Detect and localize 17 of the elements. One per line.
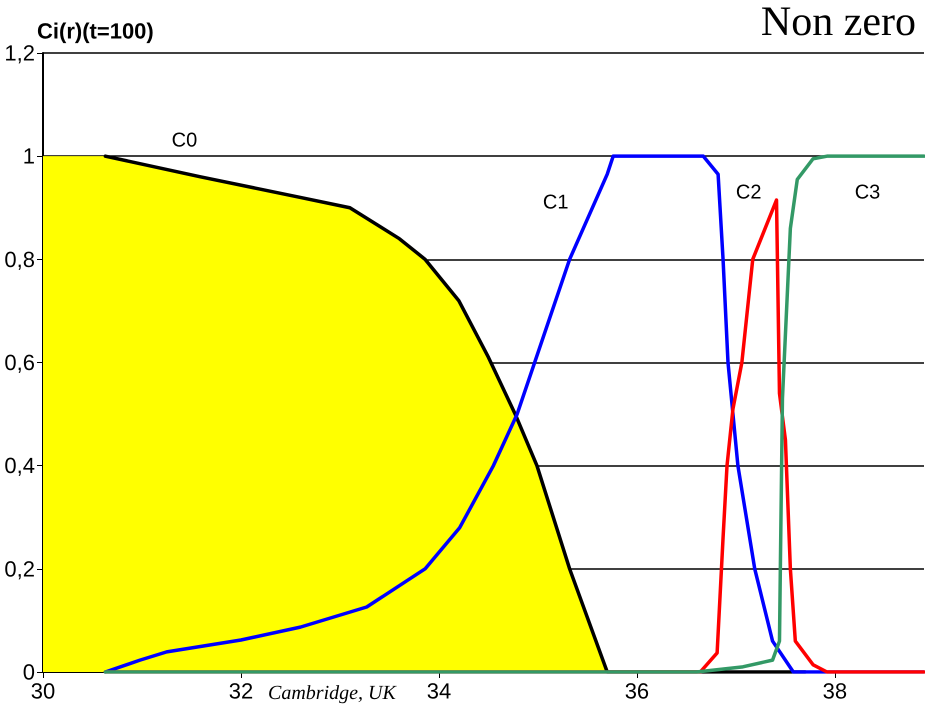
y-tick-label: 0,6 <box>4 350 35 375</box>
y-tick-label: 0,2 <box>4 556 35 582</box>
y-tick-label: 1,2 <box>4 40 35 66</box>
chart-title: Non zero <box>760 0 916 45</box>
x-tick-label: 32 <box>228 678 254 704</box>
x-tick-label: 36 <box>624 678 650 704</box>
text: Cambridge, UK <box>268 682 398 704</box>
y-tick-label: 1 <box>22 144 35 169</box>
y-tick-label: 0,8 <box>4 246 35 272</box>
series-label: C3 <box>854 181 880 204</box>
series-label: C2 <box>736 181 762 204</box>
x-tick-label: 38 <box>822 678 848 704</box>
y-tick-label: 0,4 <box>4 453 35 478</box>
series-label: C1 <box>542 192 568 214</box>
y-axis-title: Ci(r)(t=100) <box>37 18 154 44</box>
x-tick-label: 34 <box>426 678 452 704</box>
series-label: C0 <box>172 130 198 152</box>
